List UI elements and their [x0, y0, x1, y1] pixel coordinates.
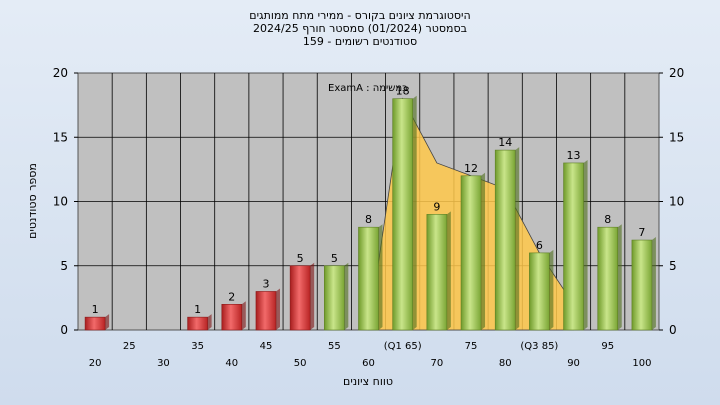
x-tick-label: (Q3 85) — [520, 341, 558, 352]
bar — [289, 265, 311, 331]
bar — [494, 149, 516, 331]
bar-side — [549, 249, 554, 330]
bar-side — [412, 95, 417, 330]
chart-title-line-1: היסטוגרמת ציונים בקורס - ממירי מתח ממותג… — [249, 9, 471, 22]
data-label: 1 — [92, 303, 99, 316]
bar — [221, 303, 243, 331]
x-tick-label: (Q1 65) — [384, 341, 422, 352]
y-tick-label-left: 15 — [53, 130, 68, 144]
data-label: 5 — [331, 252, 338, 265]
x-tick-label: 75 — [465, 341, 478, 352]
x-tick-label: 60 — [362, 358, 375, 369]
y-tick-label-right: 20 — [669, 66, 684, 80]
x-tick-label: 40 — [225, 358, 238, 369]
bar — [563, 162, 584, 331]
bar-side — [617, 224, 622, 330]
chart-title-line-3: סטודנטים רשומים - 159 — [302, 35, 418, 48]
x-tick-label: 55 — [328, 341, 341, 352]
y-tick-label-left: 10 — [53, 195, 68, 209]
data-label: 2 — [228, 290, 235, 303]
y-tick-label-right: 5 — [669, 259, 677, 273]
x-tick-label: 20 — [89, 358, 102, 369]
data-label: 5 — [297, 252, 304, 265]
data-label: 12 — [464, 162, 478, 175]
x-tick-label: 50 — [294, 358, 307, 369]
bar — [631, 239, 653, 331]
x-tick-label: 90 — [567, 358, 580, 369]
y-tick-label-right: 15 — [669, 130, 684, 144]
y-axis-title: מספר סטודנטים — [26, 163, 39, 239]
x-tick-label: 30 — [157, 358, 170, 369]
data-label: 8 — [604, 213, 611, 226]
bar — [84, 316, 106, 331]
x-tick-label: 45 — [260, 341, 273, 352]
bar-side — [344, 262, 349, 330]
data-label: 1 — [194, 303, 201, 316]
y-tick-label-left: 5 — [60, 259, 68, 273]
data-label: 9 — [433, 200, 440, 213]
bar — [597, 226, 619, 331]
x-tick-label: 70 — [430, 358, 443, 369]
chart-title-block: היסטוגרמת ציונים בקורס - ממירי מתח ממותג… — [0, 9, 720, 48]
x-tick-label: 25 — [123, 341, 136, 352]
data-label: 8 — [365, 213, 372, 226]
x-tick-label: 95 — [601, 341, 614, 352]
data-label: 18 — [396, 85, 410, 98]
bar-side — [241, 301, 246, 330]
x-tick-label: 35 — [191, 341, 204, 352]
bar-side — [275, 288, 280, 330]
bar — [187, 316, 208, 331]
data-label: 7 — [638, 226, 645, 239]
bar-side — [378, 224, 383, 330]
bar — [324, 265, 345, 331]
bar — [255, 291, 277, 331]
data-label: 3 — [262, 277, 269, 290]
x-tick-label: 80 — [499, 358, 512, 369]
chart-title-line-2: בסמסטר (01/2024) סמסטר חורף 2024/25 — [253, 22, 467, 35]
bar — [529, 252, 550, 331]
data-label: 6 — [536, 239, 543, 252]
y-tick-label-left: 20 — [53, 66, 68, 80]
bar-side — [310, 262, 315, 330]
x-tick-label: 100 — [632, 358, 651, 369]
data-label: 13 — [567, 149, 581, 162]
legend-label: במשימה : ExamA — [328, 83, 408, 94]
bar — [392, 98, 413, 331]
bar-series — [84, 95, 656, 331]
y-tick-label-right: 10 — [669, 195, 684, 209]
bar-side — [515, 147, 520, 330]
bar — [358, 226, 379, 331]
bar-side — [446, 211, 451, 330]
bar — [426, 214, 448, 331]
bar — [460, 175, 482, 331]
y-tick-label-right: 0 — [669, 323, 677, 337]
bar-side — [105, 314, 110, 330]
bar-side — [583, 159, 588, 330]
bar-side — [207, 314, 212, 330]
y-tick-label-left: 0 — [60, 323, 68, 337]
bar-side — [481, 172, 486, 330]
x-axis-title: טווח ציונים — [343, 375, 393, 388]
data-label: 14 — [498, 136, 512, 149]
bar-side — [651, 237, 656, 330]
